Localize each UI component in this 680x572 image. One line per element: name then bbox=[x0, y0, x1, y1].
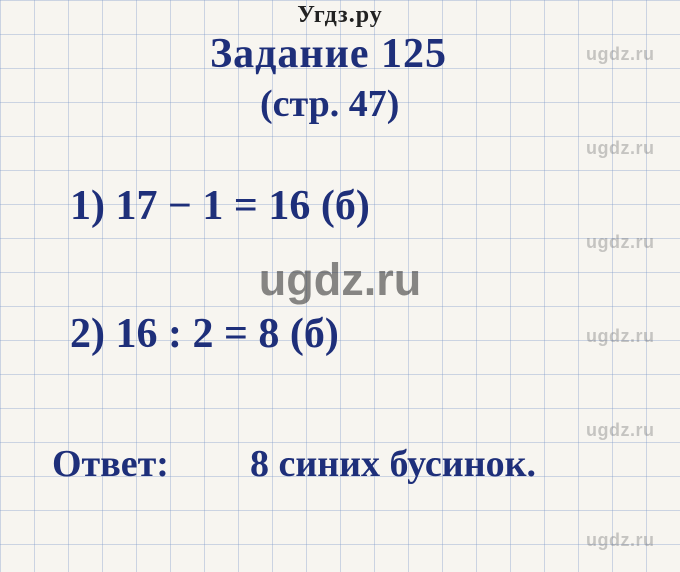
watermark-side: ugdz.ru bbox=[586, 138, 655, 159]
answer-label: Ответ: bbox=[52, 442, 169, 486]
watermark-side: ugdz.ru bbox=[586, 530, 655, 551]
exercise-page-ref: (стр. 47) bbox=[260, 82, 399, 126]
watermark-side: ugdz.ru bbox=[586, 326, 655, 347]
page: Угдз.ру ugdz.ru ugdz.ru ugdz.ru ugdz.ru … bbox=[0, 0, 680, 572]
watermark-center: ugdz.ru bbox=[259, 254, 421, 306]
site-header: Угдз.ру bbox=[0, 2, 680, 29]
watermark-side: ugdz.ru bbox=[586, 420, 655, 441]
exercise-title: Задание 125 bbox=[210, 30, 447, 78]
answer-text: 8 синих бусинок. bbox=[250, 442, 536, 486]
solution-step-1: 1) 17 − 1 = 16 (б) bbox=[70, 182, 370, 230]
solution-step-2: 2) 16 : 2 = 8 (б) bbox=[70, 310, 339, 358]
watermark-side: ugdz.ru bbox=[586, 232, 655, 253]
watermark-side: ugdz.ru bbox=[586, 44, 655, 65]
